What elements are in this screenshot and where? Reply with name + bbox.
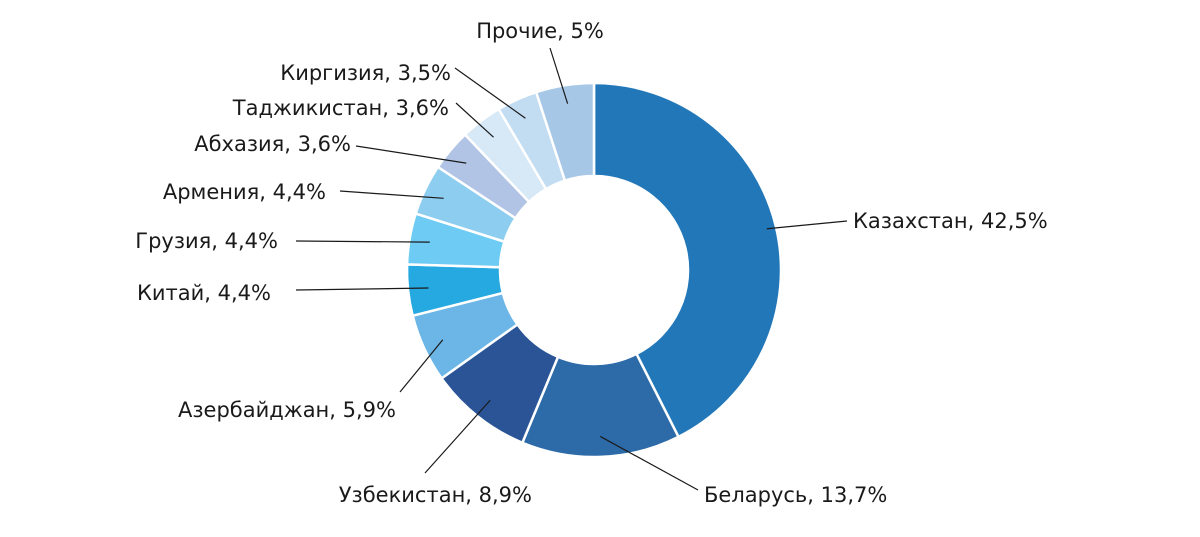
leader-line <box>549 47 569 104</box>
slice-label: Китай, 4,4% <box>137 281 271 305</box>
pie-slice <box>592 81 783 439</box>
slice-label: Казахстан, 42,5% <box>853 209 1048 233</box>
leader-line <box>424 399 491 474</box>
slice-label: Киргизия, 3,5% <box>280 61 451 85</box>
slice-label: Грузия, 4,4% <box>135 229 278 253</box>
leader-lines-group <box>295 47 848 491</box>
leader-line <box>455 102 494 138</box>
leader-line <box>295 240 430 243</box>
slices-group <box>405 81 783 459</box>
leader-line <box>454 67 526 119</box>
leader-line <box>399 339 444 393</box>
leader-line <box>339 190 444 199</box>
slice-label: Азербайджан, 5,9% <box>178 398 396 422</box>
slice-label: Прочие, 5% <box>476 19 604 43</box>
slice-label: Таджикистан, 3,6% <box>232 96 449 120</box>
slice-label: Абхазия, 3,6% <box>194 132 351 156</box>
slice-label: Армения, 4,4% <box>163 180 326 204</box>
pie-slice <box>534 81 596 183</box>
leader-line <box>766 220 848 230</box>
slice-label: Узбекистан, 8,9% <box>339 483 532 507</box>
labels-group: Казахстан, 42,5% Беларусь, 13,7% Узбекиста… <box>135 19 1047 507</box>
leader-line <box>355 145 467 164</box>
slice-label: Беларусь, 13,7% <box>704 483 887 507</box>
leader-line <box>295 287 429 291</box>
leader-line <box>599 435 699 491</box>
